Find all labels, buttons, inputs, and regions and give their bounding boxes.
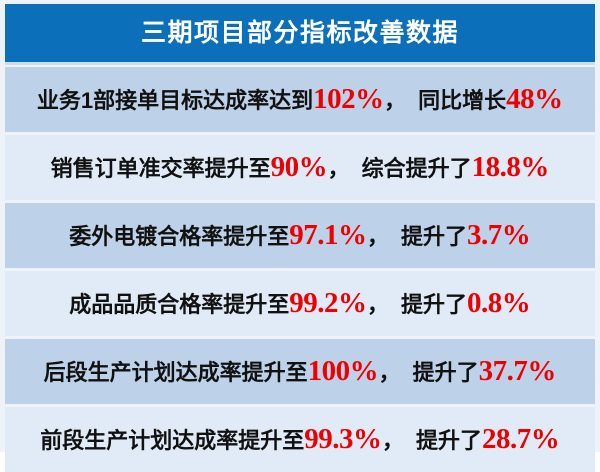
metric-lead-text: 前段生产计划达成率提升至 [40, 428, 305, 453]
metric-mid-text: 同比增长 [418, 88, 507, 113]
metric-mid-text: 提升了 [401, 292, 468, 317]
metric-comma: ， [366, 292, 389, 317]
metric-line: 前段生产计划达成率提升至99.3%， 提升了28.7% [40, 425, 560, 454]
header-banner: 三期项目部分指标改善数据 [5, 4, 595, 62]
metric-lead-text: 成品品质合格率提升至 [69, 292, 290, 317]
percent-sign-secondary: % [534, 83, 564, 115]
percent-sign-secondary: % [520, 151, 550, 183]
metric-mid-text: 综合提升了 [361, 156, 472, 181]
metric-comma: ， [381, 428, 404, 453]
percent-sign-primary: % [337, 287, 367, 319]
metric-line: 委外电镀合格率提升至97.1%， 提升了3.7% [69, 221, 531, 250]
percent-sign-primary: % [349, 355, 379, 387]
metric-value-primary: 90 [270, 151, 300, 183]
percent-sign-primary: % [355, 83, 385, 115]
metric-value-primary: 100 [307, 355, 351, 387]
percent-sign-secondary: % [527, 355, 557, 387]
metric-line: 销售订单准交率提升至90%， 综合提升了18.8% [51, 153, 550, 182]
metric-comma: ， [378, 360, 401, 385]
list-item: 后段生产计划达成率提升至100%， 提升了37.7% [5, 339, 595, 404]
metric-comma: ， [327, 156, 350, 181]
metric-lead-text: 委外电镀合格率提升至 [69, 224, 290, 249]
metric-value-primary: 102 [313, 83, 356, 115]
metric-comma: ， [384, 88, 407, 113]
percent-sign-secondary: % [501, 287, 531, 319]
metric-mid-text: 提升了 [401, 224, 468, 249]
percent-sign-secondary: % [501, 219, 531, 251]
metric-value-secondary: 0.8 [467, 287, 502, 319]
metric-value-secondary: 3.7 [467, 219, 502, 251]
metric-line: 后段生产计划达成率提升至100%， 提升了37.7% [44, 357, 557, 386]
list-item: 成品品质合格率提升至99.2%， 提升了0.8% [5, 271, 595, 336]
list-item: 前段生产计划达成率提升至99.3%， 提升了28.7% [5, 407, 595, 472]
metric-value-secondary: 18.8 [471, 151, 521, 183]
percent-sign-secondary: % [530, 423, 560, 455]
metric-value-primary: 99.3 [304, 423, 353, 455]
metric-value-primary: 99.2 [289, 287, 338, 319]
percent-sign-primary: % [352, 423, 382, 455]
list-item: 委外电镀合格率提升至97.1%， 提升了3.7% [5, 203, 595, 268]
metric-value-secondary: 28.7 [482, 423, 531, 455]
metric-lead-text: 销售订单准交率提升至 [50, 156, 271, 181]
header-divider [5, 62, 595, 65]
page-title: 三期项目部分指标改善数据 [140, 18, 459, 47]
metric-lead-text: 后段生产计划达成率提升至 [43, 360, 308, 385]
percent-sign-primary: % [337, 219, 367, 251]
percent-sign-primary: % [298, 151, 328, 183]
metric-lead-text: 业务1部接单目标达成率达到 [36, 88, 314, 113]
metric-value-primary: 97.1 [289, 219, 338, 251]
metric-value-secondary: 37.7 [478, 355, 528, 387]
metric-mid-text: 提升了 [416, 428, 483, 453]
list-item: 业务1部接单目标达成率达到102%， 同比增长48% [5, 67, 595, 132]
metric-value-secondary: 48 [506, 83, 535, 115]
metrics-list: 业务1部接单目标达成率达到102%， 同比增长48% 销售订单准交率提升至90%，… [5, 67, 595, 472]
list-item: 销售订单准交率提升至90%， 综合提升了18.8% [5, 135, 595, 200]
metric-line: 业务1部接单目标达成率达到102%， 同比增长48% [37, 85, 563, 114]
metric-comma: ， [366, 224, 389, 249]
metric-mid-text: 提升了 [412, 360, 479, 385]
metric-line: 成品品质合格率提升至99.2%， 提升了0.8% [69, 289, 531, 318]
